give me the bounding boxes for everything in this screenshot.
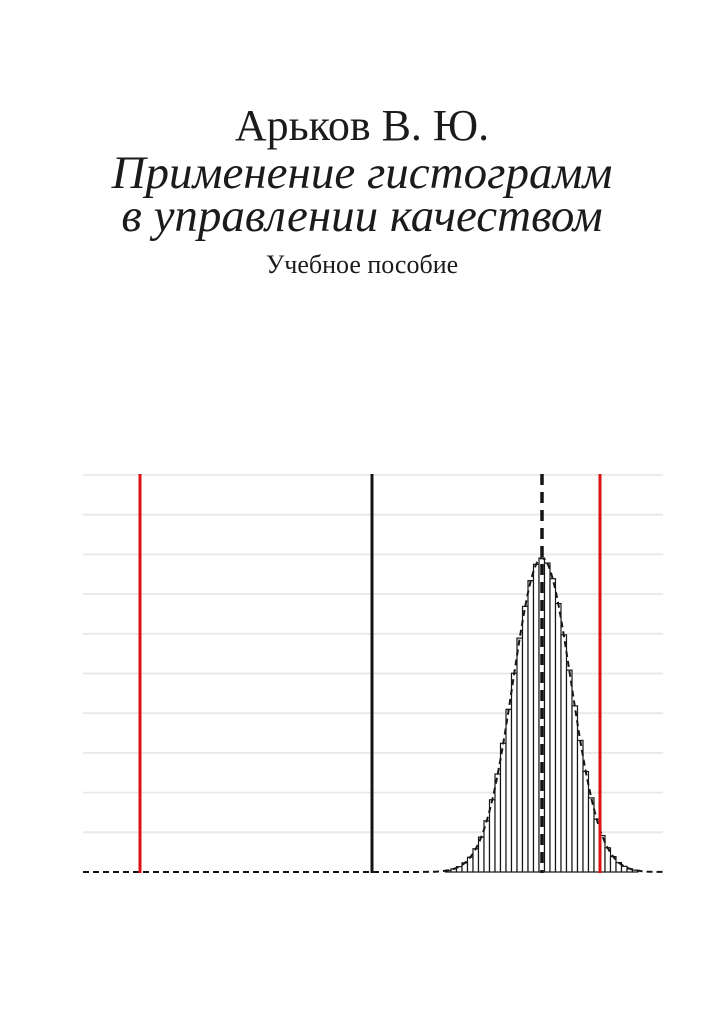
histogram-bar (571, 705, 579, 873)
histogram-bar (576, 739, 584, 873)
book-title-line2: в управлении качеством (121, 190, 603, 242)
book-title: Применение гистограмм в управлении качес… (0, 150, 724, 240)
histogram-bar (560, 634, 568, 873)
histogram-bar (554, 602, 562, 873)
histogram-bar (494, 773, 502, 873)
histogram-bar (565, 669, 573, 873)
histogram-bar (472, 848, 480, 873)
histogram-bar (499, 742, 507, 873)
histogram-bar (549, 578, 557, 873)
book-title-line1: Применение гистограмм (111, 147, 613, 199)
histogram-bar (477, 836, 485, 873)
histogram-bar (543, 562, 551, 873)
histogram-bar (582, 770, 590, 873)
histogram-bar (466, 856, 474, 873)
book-subtitle: Учебное пособие (265, 250, 459, 279)
author-name: Арьков В. Ю. (234, 101, 490, 150)
histogram-bar (505, 708, 513, 873)
histogram-bar (516, 637, 524, 873)
histogram-bar (532, 563, 540, 873)
histogram-bar (521, 605, 529, 873)
cover-header: Арьков В. Ю. Применение гистограмм в упр… (0, 0, 724, 280)
histogram-bar (510, 672, 518, 873)
histogram-bar (620, 865, 628, 873)
histogram-bar (527, 580, 535, 873)
